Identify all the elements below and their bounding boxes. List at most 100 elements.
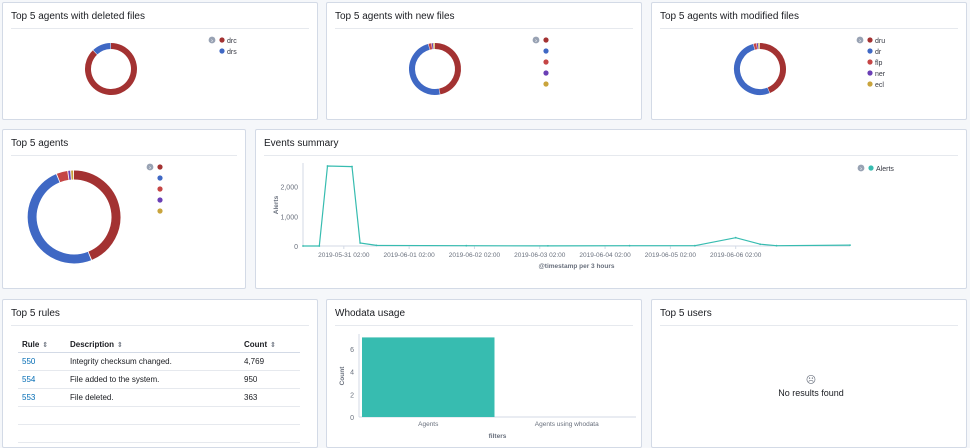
legend-toggle-icon[interactable] [146,163,154,171]
legend-dot[interactable] [543,70,549,76]
legend-dot[interactable] [219,37,225,43]
no-results-text: No results found [778,388,844,398]
sad-face-icon: ☹ [805,375,817,386]
legend-toggle-glyph: › [859,38,861,44]
pie-slice[interactable] [85,43,137,95]
legend-dot[interactable] [868,165,874,171]
legend-toggle-icon[interactable] [208,36,216,44]
panel-title: Top 5 users [660,308,958,326]
x-tick-label: 2019-06-06 02:00 [710,252,762,259]
y-tick-label: 0 [350,415,354,422]
legend-dot[interactable] [867,48,873,54]
events-summary-panel: Events summary [255,129,967,289]
rule-count: 950 [240,370,300,389]
legend-dot[interactable] [157,164,163,170]
legend-dot[interactable] [867,59,873,65]
rule-column-header[interactable]: Rule ⇕ [18,337,66,353]
table-row: 550 Integrity checksum changed. 4,769 [18,352,300,371]
legend-toggle-icon[interactable] [857,164,865,172]
x-axis-title: @timestamp per 3 hours [538,263,614,270]
sort-icon: ⇕ [117,342,123,349]
rule-count: 4,769 [240,352,300,371]
legend-label[interactable]: ner [875,71,886,78]
legend-dot[interactable] [157,186,163,192]
panel-title: Top 5 rules [11,308,309,326]
legend-dot[interactable] [867,70,873,76]
panel-title: Top 5 agents with deleted files [11,11,309,29]
table-header-row: Rule ⇕ Description ⇕ Count ⇕ [18,337,300,353]
data-point[interactable] [628,244,631,247]
new-files-panel: Top 5 agents with new files [326,2,642,120]
pie-slice[interactable] [73,170,121,260]
legend-dot[interactable] [543,37,549,43]
y-tick-label: 2 [350,392,354,399]
bar[interactable] [362,337,495,417]
legend-dot[interactable] [867,37,873,43]
table-row-empty [18,406,300,425]
legend-label[interactable]: ecl [875,82,884,89]
rule-description: File added to the system. [66,370,240,389]
legend-label[interactable]: drc [227,38,237,45]
data-point[interactable] [465,244,468,247]
pie-slice[interactable] [93,43,111,55]
panel-title: Top 5 agents [11,138,237,156]
pie-slice[interactable] [434,43,461,95]
legend-label[interactable]: dru [875,38,885,45]
rule-id-link[interactable]: 554 [18,370,66,389]
data-point[interactable] [759,243,762,246]
count-column-header[interactable]: Count ⇕ [240,337,300,353]
data-point[interactable] [693,244,696,247]
pie-slice[interactable] [759,43,786,93]
data-point[interactable] [302,245,304,247]
rules-table: Rule ⇕ Description ⇕ Count ⇕ 550 Integrity … [18,337,300,443]
legend-dot[interactable] [543,59,549,65]
y-tick-label: 4 [350,370,354,377]
pie-slice[interactable] [56,170,69,183]
legend-dot[interactable] [157,197,163,203]
pie-slice[interactable] [409,43,440,95]
panel-title: Whodata usage [335,308,633,326]
legend-dot[interactable] [543,48,549,54]
data-point[interactable] [375,244,378,247]
rule-description: Integrity checksum changed. [66,352,240,371]
panel-title: Events summary [264,138,958,156]
legend-label[interactable]: dr [875,49,882,56]
data-point[interactable] [849,244,851,247]
rule-id-link[interactable]: 550 [18,352,66,371]
x-tick-label: 2019-05-31 02:00 [318,252,370,259]
data-point[interactable] [359,242,362,244]
y-axis-title: Count [339,366,346,386]
rule-id-link[interactable]: 553 [18,388,66,407]
legend-toggle-icon[interactable] [856,36,864,44]
data-point[interactable] [547,244,549,247]
pie-slice[interactable] [734,43,770,95]
data-point[interactable] [734,236,737,239]
description-column-header[interactable]: Description ⇕ [66,337,240,353]
panel-title: Top 5 agents with modified files [660,11,958,29]
alerts-series-line[interactable] [303,165,851,247]
legend-dot[interactable] [157,208,163,214]
x-tick-label: Agents using whodata [535,421,599,428]
top-agents-panel: Top 5 agents [2,129,246,289]
legend-label[interactable]: flp [875,60,883,67]
panel-title: Top 5 agents with new files [335,11,633,29]
legend-label[interactable]: drs [227,49,237,56]
modified-files-panel: Top 5 agents with modified files [651,2,967,120]
data-point[interactable] [318,245,321,247]
legend-dot[interactable] [219,48,225,54]
legend-toggle-icon[interactable] [532,36,540,44]
rule-description: File deleted. [66,388,240,407]
data-point[interactable] [775,244,778,247]
x-tick-label: 2019-06-04 02:00 [579,252,631,259]
y-tick-label: 0 [294,244,298,251]
legend-dot[interactable] [867,81,873,87]
deleted-files-panel: Top 5 agents with deleted files [2,2,318,120]
legend-dot[interactable] [543,81,549,87]
data-point[interactable] [351,165,353,168]
x-tick-label: 2019-06-02 02:00 [449,252,501,259]
legend-label[interactable]: Alerts [876,166,894,173]
legend-dot[interactable] [157,175,163,181]
legend-toggle-glyph: › [535,38,537,44]
data-point[interactable] [326,165,329,167]
pie-slice[interactable] [27,174,92,264]
